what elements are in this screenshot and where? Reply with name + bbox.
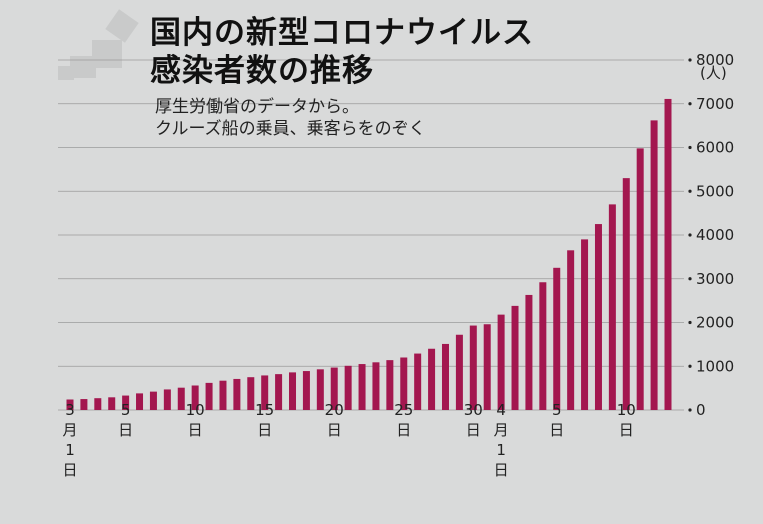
y-tick-mark	[688, 277, 692, 281]
bar-3-7	[149, 391, 157, 411]
bar-3-30	[469, 325, 477, 410]
bar-3-4	[108, 397, 116, 410]
bar-3-23	[372, 362, 380, 410]
bars	[66, 98, 672, 411]
grid-lines	[58, 59, 684, 411]
y-tick-mark	[688, 102, 692, 106]
japan-map-icon	[58, 9, 139, 80]
bar-3-14	[247, 377, 255, 410]
bar-3-27	[428, 348, 436, 410]
bar-3-25	[400, 357, 408, 410]
chart-title-line-1: 国内の新型コロナウイルス	[150, 15, 534, 51]
bar-4-4	[539, 282, 547, 410]
bar-3-24	[386, 360, 394, 411]
chart-title: 国内の新型コロナウイルス 感染者数の推移	[150, 14, 534, 90]
bar-3-10	[191, 385, 199, 410]
bar-3-15	[261, 375, 269, 410]
bar-3-8	[163, 389, 171, 410]
y-axis: 0 1000 2000 3000 4000 5000 6000 7000 8000	[688, 51, 734, 419]
x-tick-label: 15 日	[255, 401, 274, 439]
bar-3-13	[233, 378, 241, 410]
y-tick-label: 4000	[696, 226, 734, 244]
bar-3-22	[358, 364, 366, 410]
y-axis-unit-label: (人)	[700, 64, 727, 82]
bar-3-31	[483, 324, 491, 410]
y-tick-label: 3000	[696, 270, 734, 288]
bar-3-28	[441, 343, 449, 410]
bar-4-3	[525, 294, 533, 410]
y-tick-mark	[688, 145, 692, 150]
y-tick-label: 0	[696, 401, 706, 419]
y-tick-label: 1000	[696, 357, 734, 375]
bar-4-9	[608, 204, 616, 411]
bar-3-18	[302, 371, 310, 410]
bar-3-3	[94, 398, 102, 410]
x-tick-label: 20 日	[325, 401, 344, 439]
bar-4-2	[511, 305, 519, 411]
y-tick-mark	[688, 58, 692, 62]
x-axis: 3 月 1 日 5 日 10 日 15 日 20 日 25 日 30 日 4 月 1 日 5 日 10 日	[62, 401, 635, 479]
bar-3-26	[414, 353, 422, 410]
bar-3-29	[455, 334, 463, 410]
chart-subtitle-line-2: クルーズ船の乗員、乗客らをのぞく	[155, 119, 426, 139]
bar-4-10	[622, 178, 630, 411]
chart-title-line-2: 感染者数の推移	[150, 53, 374, 89]
y-tick-mark	[688, 189, 692, 193]
bar-4-13	[664, 98, 672, 410]
y-tick-mark	[688, 408, 692, 412]
chart-subtitle: 厚生労働省のデータから。 クルーズ船の乗員、乗客らをのぞく	[155, 96, 426, 140]
y-tick-mark	[688, 233, 692, 237]
bar-4-8	[594, 224, 602, 410]
x-tick-label: 10 日	[617, 401, 636, 439]
bar-3-12	[219, 380, 227, 410]
y-tick-label: 5000	[696, 182, 734, 200]
bar-3-1	[66, 399, 74, 410]
bar-3-9	[177, 387, 185, 410]
y-tick-label: 6000	[696, 139, 734, 157]
bar-3-11	[205, 382, 213, 411]
y-tick-mark	[688, 364, 692, 368]
x-tick-label: 25 日	[394, 401, 413, 439]
y-tick-label: 2000	[696, 314, 734, 332]
bar-3-21	[344, 365, 352, 410]
x-tick-label: 10 日	[186, 401, 205, 439]
bar-3-16	[275, 374, 283, 411]
bar-3-5	[122, 395, 130, 410]
bar-4-12	[650, 120, 658, 411]
bar-4-1	[497, 314, 505, 411]
bar-3-20	[330, 367, 338, 410]
y-tick-label: 8000	[696, 51, 734, 69]
bar-4-5	[553, 267, 561, 410]
y-tick-label: 7000	[696, 95, 734, 113]
bar-3-17	[289, 372, 297, 411]
bar-4-7	[581, 239, 589, 411]
x-tick-label: 30 日	[464, 401, 483, 439]
bar-4-6	[567, 250, 575, 410]
bar-4-11	[636, 148, 644, 411]
bar-3-19	[316, 369, 324, 410]
bar-3-6	[136, 393, 144, 411]
chart-subtitle-line-1: 厚生労働省のデータから。	[155, 97, 359, 117]
y-tick-mark	[688, 320, 692, 325]
bar-3-2	[80, 399, 88, 410]
